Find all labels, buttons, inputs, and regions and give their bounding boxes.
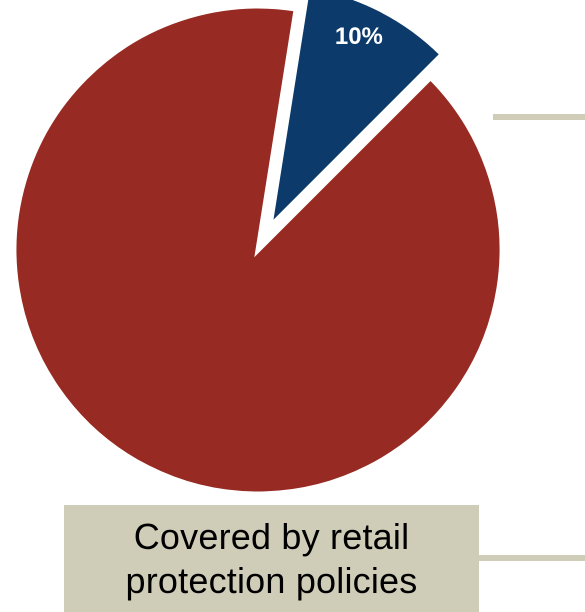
callout-text-line-1: Covered by retail: [133, 515, 410, 557]
pie-slice-label-2: 10%: [335, 23, 383, 50]
pie-slice-1: [11, 3, 505, 497]
pie-slices: [11, 0, 505, 497]
callout-box-retail-protection: Covered by retail protection policies: [64, 505, 479, 612]
pie-slice-2: [266, 0, 446, 235]
pie-slice-labels: 10%: [335, 23, 383, 50]
callout-text-line-2: protection policies: [125, 559, 418, 601]
callout-connectors: [479, 114, 585, 561]
